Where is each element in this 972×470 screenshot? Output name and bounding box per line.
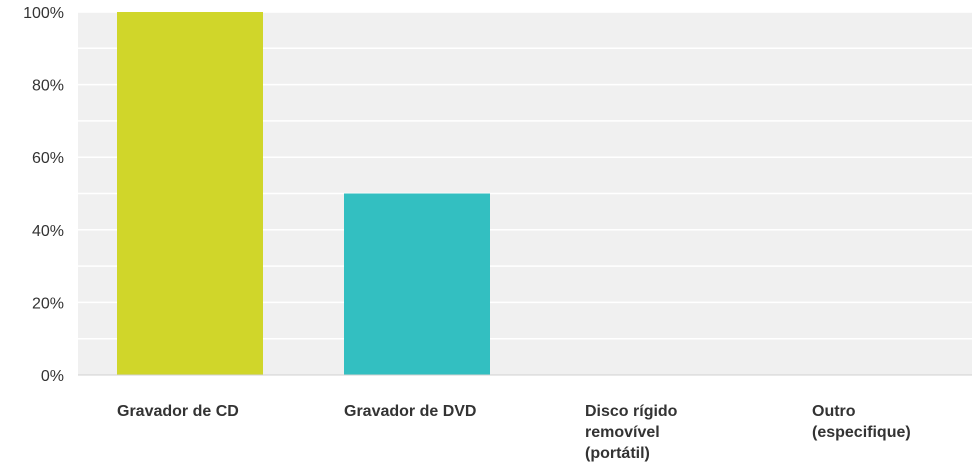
bars [117, 12, 490, 375]
y-axis-ticks: 0% 20% 40% 60% 80% 100% [23, 5, 64, 385]
x-tick-label: Gravador de CD [117, 403, 239, 420]
x-axis-labels: Gravador de CD Gravador de DVD Disco rígid… [117, 403, 911, 462]
y-tick-label: 40% [32, 223, 64, 240]
x-tick-label: Gravador de DVD [344, 403, 476, 420]
y-tick-label: 100% [23, 5, 64, 22]
y-tick-label: 80% [32, 78, 64, 95]
y-tick-label: 0% [41, 368, 64, 385]
y-tick-label: 20% [32, 295, 64, 312]
x-tick-label: Disco rígido removível (portátil) [585, 403, 678, 462]
bar [117, 12, 263, 375]
y-tick-label: 60% [32, 150, 64, 167]
bar [344, 193, 490, 375]
x-tick-label: Outro (especifique) [812, 403, 911, 441]
